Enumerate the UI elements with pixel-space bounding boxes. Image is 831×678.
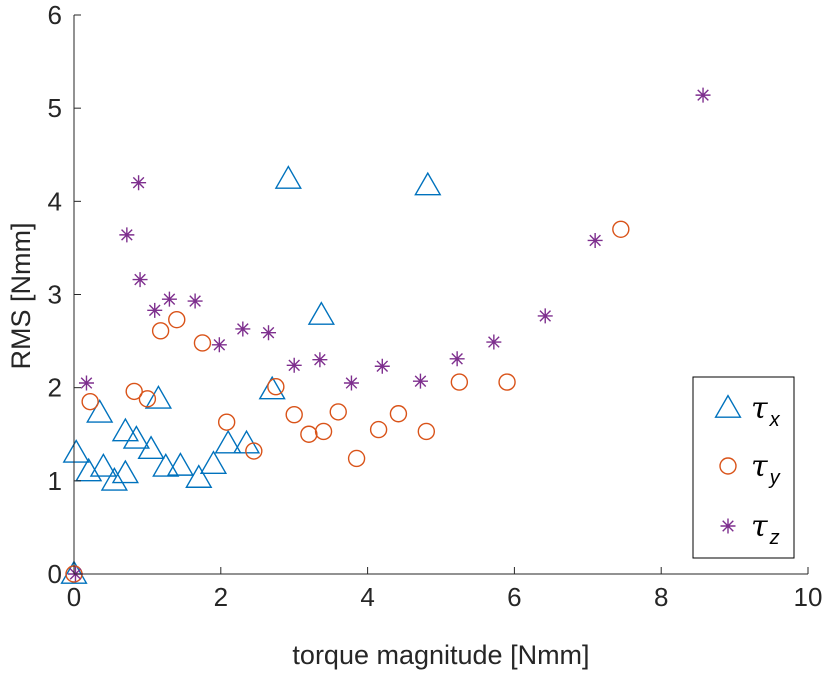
y-tick-label: 5 [48, 93, 62, 123]
asterisk-point-z-7 [187, 293, 203, 309]
legend: τ xτ yτ z [692, 376, 795, 559]
y-tick-label: 6 [48, 0, 62, 30]
x-tick-label: 0 [67, 582, 81, 612]
triangle-point-x-15 [214, 429, 242, 454]
asterisk-point-z-16 [449, 351, 465, 367]
triangle-point-x-18 [274, 165, 302, 189]
legend-marker-y [719, 457, 737, 475]
circle-point-y-8 [245, 442, 263, 460]
asterisk-point-z-10 [261, 325, 277, 341]
x-tick-label: 10 [794, 582, 823, 612]
x-tick-label: 8 [654, 582, 668, 612]
legend-marker-z [720, 518, 736, 534]
y-tick-label: 0 [48, 559, 62, 589]
circle-point-y-11 [300, 425, 318, 443]
asterisk-point-z-8 [211, 337, 227, 353]
y-axis-title: RMS [Nmm] [6, 223, 36, 370]
triangle-point-x-6 [111, 459, 139, 484]
circle-point-y-13 [329, 403, 347, 421]
asterisk-point-z-6 [161, 291, 177, 307]
plot-marks [60, 87, 711, 584]
asterisk-point-z-13 [343, 375, 359, 391]
axes [73, 14, 809, 575]
circle-point-y-6 [193, 334, 212, 352]
x-tick-label: 4 [360, 582, 374, 612]
circle-point-y-7 [217, 413, 236, 431]
asterisk-point-z-11 [286, 357, 302, 373]
asterisk-point-z-3 [131, 175, 147, 191]
asterisk-point-z-2 [119, 227, 135, 243]
circle-point-y-18 [450, 373, 469, 391]
triangle-point-x-12 [166, 452, 195, 476]
series-z [67, 87, 711, 582]
y-tick-label: 1 [48, 466, 62, 496]
circle-point-y-10 [285, 405, 303, 424]
asterisk-point-z-20 [695, 87, 711, 103]
y-tick-label: 3 [48, 280, 62, 310]
y-tick-label: 4 [48, 186, 62, 216]
triangle-point-x-5 [100, 467, 128, 491]
triangle-point-x-7 [111, 417, 139, 442]
asterisk-point-z-18 [537, 308, 553, 324]
circle-point-y-14 [347, 449, 366, 468]
x-tick-label: 2 [214, 582, 228, 612]
asterisk-point-z-14 [374, 358, 390, 374]
triangle-point-x-17 [258, 375, 286, 400]
triangle-point-x-1 [62, 439, 90, 463]
asterisk-point-z-1 [78, 375, 94, 391]
circle-point-y-19 [498, 373, 516, 391]
triangle-point-x-10 [144, 385, 173, 409]
triangle-point-x-4 [89, 453, 117, 477]
y-tick-label: 2 [48, 373, 62, 403]
circle-point-y-5 [168, 310, 186, 329]
x-tick-label: 6 [507, 582, 521, 612]
x-axis-title: torque magnitude [Nmm] [292, 640, 589, 670]
circle-point-y-17 [417, 422, 436, 441]
circle-point-y-3 [138, 390, 157, 408]
circle-point-y-20 [612, 220, 630, 238]
asterisk-point-z-5 [147, 302, 163, 318]
asterisk-point-z-9 [235, 321, 251, 337]
legend-marker-x [714, 394, 742, 418]
triangle-point-x-20 [414, 171, 442, 196]
circle-point-y-4 [151, 322, 170, 340]
circle-point-y-12 [314, 422, 333, 441]
triangle-point-x-11 [152, 453, 180, 477]
circle-point-y-1 [81, 392, 99, 411]
legend-box [692, 376, 795, 559]
triangle-point-x-13 [185, 464, 213, 488]
triangle-point-x-8 [122, 425, 150, 449]
triangle-point-x-9 [137, 435, 165, 460]
triangle-point-x-14 [199, 450, 228, 474]
asterisk-point-z-19 [587, 232, 603, 248]
series-x [60, 165, 442, 584]
triangle-point-x-19 [307, 301, 335, 325]
asterisk-point-z-4 [132, 272, 148, 288]
triangle-point-x-3 [86, 399, 114, 423]
asterisk-point-z-17 [486, 334, 502, 350]
circle-point-y-15 [369, 420, 388, 439]
tick-labels: 0 2 4 6 8 10 0 1 2 3 4 5 6 [48, 0, 823, 612]
circle-point-y-16 [389, 405, 408, 423]
asterisk-point-z-15 [412, 373, 428, 389]
triangle-point-x-0 [60, 560, 88, 584]
circle-point-y-9 [267, 378, 285, 396]
circle-point-y-2 [125, 382, 143, 401]
asterisk-point-z-12 [312, 352, 328, 368]
